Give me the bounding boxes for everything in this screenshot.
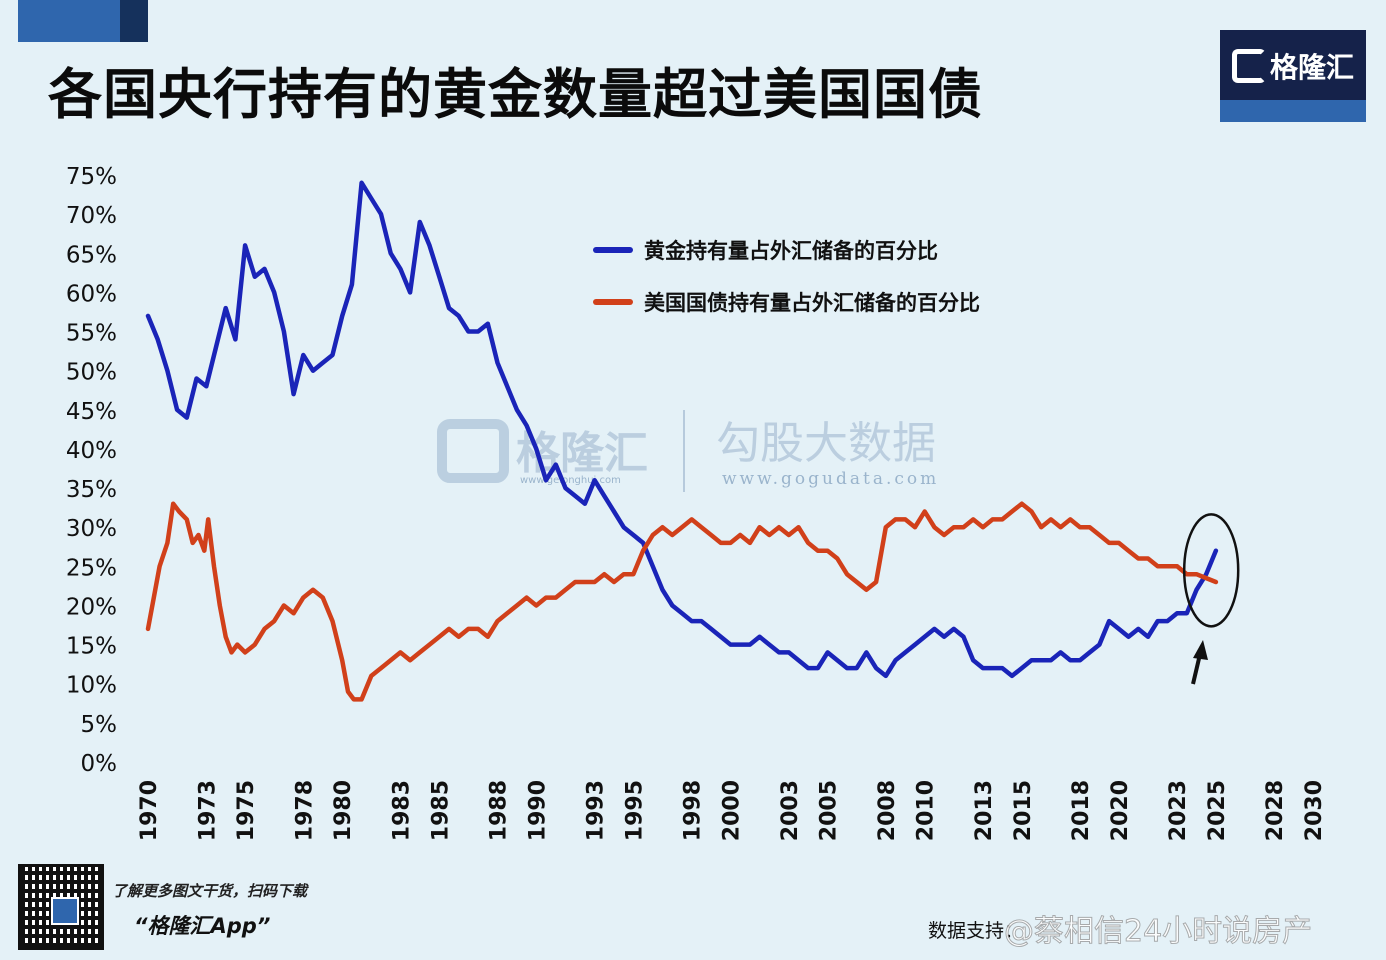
x-tick-label: 1993 xyxy=(584,780,609,841)
x-tick-label: 1990 xyxy=(525,780,550,841)
x-tick-label: 2023 xyxy=(1166,780,1191,841)
x-tick-label: 1995 xyxy=(622,780,647,841)
y-tick-label: 5% xyxy=(81,712,118,738)
gold-share-line xyxy=(145,180,1219,679)
y-tick-label: 65% xyxy=(66,242,117,268)
x-tick-label: 1985 xyxy=(428,780,453,841)
x-tick-label: 2000 xyxy=(720,780,745,841)
qr-logo-icon xyxy=(51,897,79,925)
x-tick-label: 2018 xyxy=(1069,780,1094,841)
x-tick-label: 1988 xyxy=(487,780,512,841)
x-tick-label: 2013 xyxy=(972,780,997,841)
app-name: “格隆汇App” xyxy=(134,914,271,938)
y-tick-label: 60% xyxy=(66,281,117,307)
watermark-brand-url: www.gelonghui.com xyxy=(520,475,621,486)
logo-g-icon xyxy=(1231,49,1266,83)
x-tick-label: 2005 xyxy=(817,780,842,841)
x-tick-label: 1970 xyxy=(137,780,162,841)
x-tick-label: 1975 xyxy=(234,780,259,841)
x-tick-label: 1998 xyxy=(681,780,706,841)
x-tick-label: 1983 xyxy=(389,780,414,841)
x-tick-label: 2020 xyxy=(1108,780,1133,841)
x-tick-label: 1980 xyxy=(331,780,356,841)
x-tick-label: 1973 xyxy=(195,780,220,841)
y-tick-label: 75% xyxy=(66,164,117,190)
qr-code[interactable] xyxy=(18,864,104,950)
y-tick-label: 40% xyxy=(66,438,117,464)
y-tick-label: 55% xyxy=(66,321,117,347)
x-tick-label: 2025 xyxy=(1205,780,1230,841)
annotation-arrow-head xyxy=(1193,640,1208,660)
x-tick-label: 2003 xyxy=(778,780,803,841)
weibo-watermark: @蔡相信24小时说房产 xyxy=(1003,914,1313,950)
treasury-share-line xyxy=(145,501,1219,702)
x-tick-label: 2008 xyxy=(875,780,900,841)
y-tick-label: 50% xyxy=(66,360,117,386)
gelonghui-logo: 格隆汇 xyxy=(1220,30,1366,122)
y-tick-label: 30% xyxy=(66,516,117,542)
watermark-g-icon xyxy=(437,419,509,483)
watermark-name: 勾股大数据 xyxy=(716,418,936,469)
y-tick-label: 25% xyxy=(66,555,117,581)
y-tick-label: 20% xyxy=(66,594,117,620)
x-tick-label: 1978 xyxy=(292,780,317,841)
watermark-url: www.gogudata.com xyxy=(722,469,939,489)
legend-label: 黄金持有量占外汇储备的百分比 xyxy=(644,239,938,263)
highlight-ellipse xyxy=(1182,513,1240,628)
qr-caption: 了解更多图文干货，扫码下载 xyxy=(112,882,308,900)
y-tick-label: 45% xyxy=(66,399,117,425)
y-tick-label: 35% xyxy=(66,477,117,503)
y-tick-label: 15% xyxy=(66,634,117,660)
y-tick-label: 10% xyxy=(66,673,117,699)
x-tick-label: 2030 xyxy=(1302,780,1327,841)
x-tick-label: 2010 xyxy=(914,780,939,841)
corner-accent-bar xyxy=(18,0,148,42)
legend-label: 美国国债持有量占外汇储备的百分比 xyxy=(644,291,980,315)
x-tick-label: 2028 xyxy=(1263,780,1288,841)
source-label: 数据支持： xyxy=(928,920,1024,942)
y-tick-label: 0% xyxy=(81,751,118,777)
y-tick-label: 70% xyxy=(66,203,117,229)
page-title: 各国央行持有的黄金数量超过美国国债 xyxy=(48,63,983,126)
logo-text: 格隆汇 xyxy=(1269,51,1354,84)
x-tick-label: 2015 xyxy=(1011,780,1036,841)
